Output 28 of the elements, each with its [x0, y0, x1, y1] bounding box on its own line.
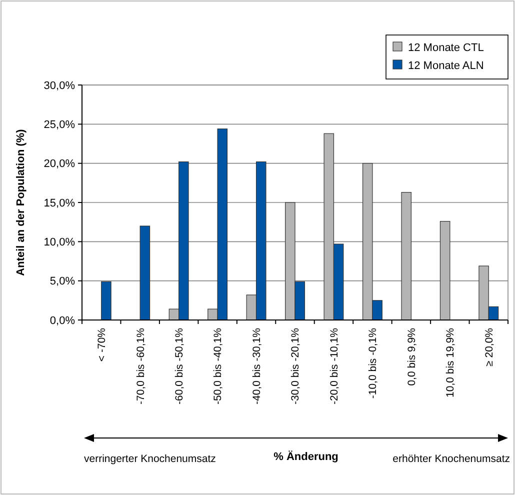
x-tick-label: 0,0 bis 9,9% [406, 328, 418, 386]
y-tick-label: 15,0% [44, 197, 76, 210]
y-tick-label: 30,0% [44, 80, 76, 92]
x-axis-title: % Änderung [274, 450, 338, 463]
y-tick-label: 5,0% [50, 276, 76, 288]
legend-label: 12 Monate ALN [408, 60, 484, 72]
x-tick-label: 10,0 bis 19,9% [444, 328, 457, 398]
bar [440, 221, 450, 320]
x-tick-label: -70,0 bis -60,1% [134, 328, 147, 404]
x-tick-label: -50,0 bis -40,1% [212, 328, 224, 404]
y-tick-label: 10,0% [44, 236, 76, 249]
bar [101, 281, 112, 320]
x-tick-label: -60,0 bis -50,1% [173, 328, 186, 404]
x-tick-label: ≥ 20,0% [483, 328, 496, 366]
x-tick-label: < -70% [96, 328, 108, 362]
text: erhöhter Knochenumsatz [392, 453, 510, 465]
bar [401, 192, 412, 320]
x-tick-label: -40,0 bis -30,1% [250, 328, 263, 404]
text: verringerter Knochenumsatz [84, 453, 216, 465]
y-axis-title: Anteil an der Population (%) [15, 128, 27, 276]
x-tick-label: -30,0 bis -20,1% [290, 328, 302, 404]
y-tick-label: 25,0% [44, 119, 76, 132]
x-tick-label: -20,0 bis -10,1% [328, 328, 340, 404]
x-tick-label: -10,0 bis -0,1% [367, 328, 380, 399]
bar [140, 226, 150, 320]
y-tick-label: 20,0% [44, 158, 76, 170]
legend-label: 12 Monate CTL [408, 42, 484, 54]
y-tick-label: 0,0% [50, 314, 76, 327]
